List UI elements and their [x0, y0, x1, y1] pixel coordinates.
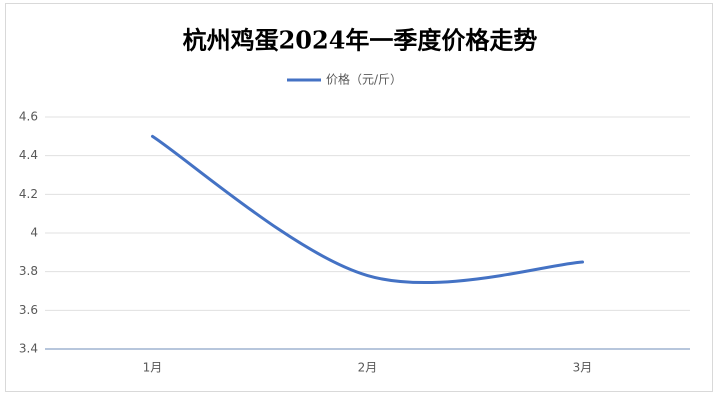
- chart-title: 杭州鸡蛋2024年一季度价格走势: [183, 26, 538, 55]
- legend-label: 价格（元/斤）: [326, 72, 402, 87]
- y-tick-label: 4: [30, 226, 38, 240]
- y-tick-label: 3.4: [19, 342, 38, 356]
- y-tick-label: 4.6: [19, 110, 38, 124]
- x-tick-label: 2月: [358, 361, 378, 375]
- y-tick-label: 3.8: [19, 264, 38, 278]
- y-tick-label: 4.2: [19, 187, 38, 201]
- chart-border: [5, 3, 713, 392]
- line: [151, 134, 584, 285]
- y-tick-label: 4.4: [19, 148, 38, 162]
- x-tick-label: 1月: [143, 361, 163, 375]
- y-tick-label: 3.6: [19, 303, 38, 317]
- x-tick-label: 3月: [573, 361, 593, 375]
